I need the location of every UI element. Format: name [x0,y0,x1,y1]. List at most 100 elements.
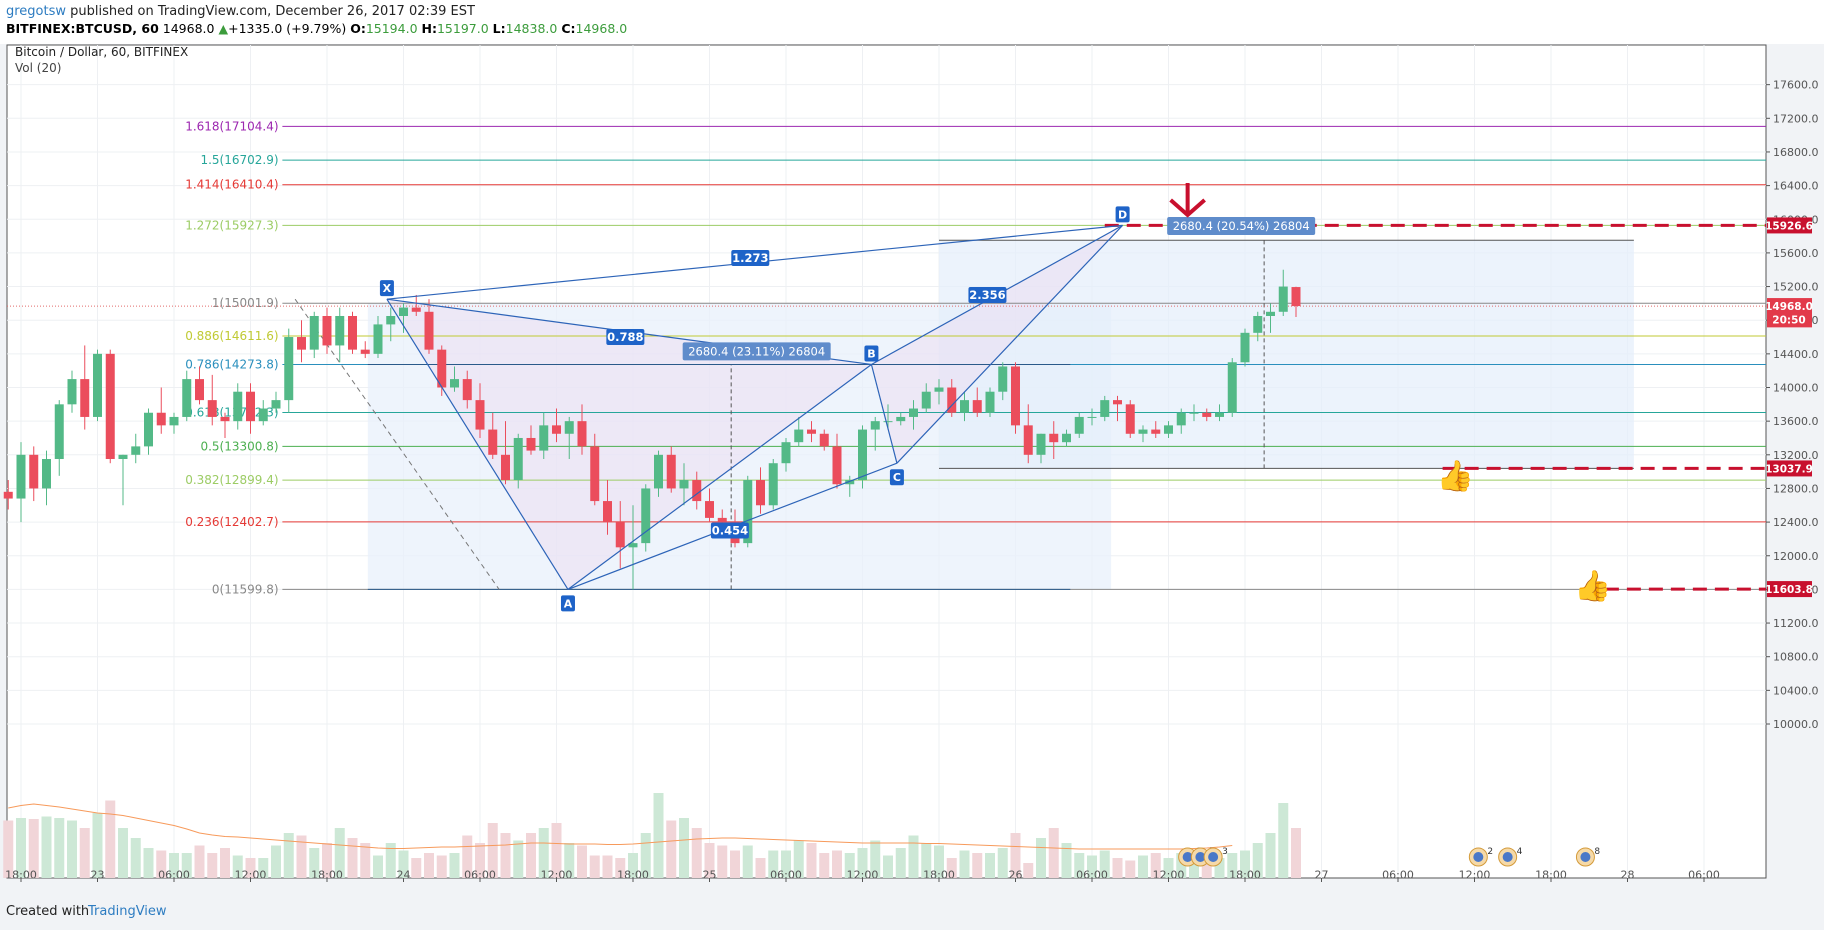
measurement-badge[interactable] [682,342,831,361]
pattern-point-label: A [564,597,573,610]
x-tick-label: 06:00 [1382,869,1414,882]
candle-body [29,454,39,489]
candle-body [182,379,192,417]
candle-body [1074,416,1084,434]
pattern-point-a[interactable] [560,595,575,612]
volume-bar [1265,833,1276,878]
volume-bar [194,845,205,878]
candle-body [475,400,485,430]
volume-bar [513,840,524,878]
candle-body [1215,412,1224,417]
candle-body [552,425,561,434]
candle-body [437,349,447,388]
pattern-ratio-badge[interactable] [731,249,770,266]
candle-body [539,425,549,451]
candle-body [501,454,510,481]
volume-bar [1010,833,1021,878]
candle-body [705,501,714,518]
x-tick-label: 12:00 [235,869,267,882]
volume-bar [1189,860,1199,878]
pattern-leg-XA [386,298,569,590]
low-label: L: [492,21,506,36]
high-label: H: [421,21,437,36]
volume-bar [921,843,932,878]
x-tick-label: 12:00 [1459,869,1491,882]
volume-bar [730,850,740,878]
pattern-point-b[interactable] [864,345,879,362]
candle-body [93,353,102,417]
y-tick-label: 12800.0 [1773,482,1819,495]
volume-bar [1048,828,1059,878]
measurement-badge[interactable] [1167,216,1316,235]
volume-bar [679,818,689,878]
fib-level-label: 0.236(12402.7) [185,515,278,529]
y-tick-label: 15200.0 [1773,281,1819,294]
legend-title: Bitcoin / Dollar, 60, BITFINEX [15,45,188,59]
price-tag [1767,311,1812,328]
candle-body [399,307,408,316]
volume-bar [411,858,422,878]
volume-bar [538,828,549,878]
y-tick-label: 16800.0 [1773,146,1819,159]
candle-body [1291,287,1301,307]
volume-bar [934,845,944,878]
pattern-ratio-badge[interactable] [606,329,645,346]
volume-bar [309,848,320,878]
candle-body [233,391,243,422]
volume-bar [653,793,664,878]
candle-body [615,522,625,548]
price-chart[interactable]: 1.618(17104.4) 1.5(16702.9) 1.414(16410.4)… [0,42,1824,882]
volume-bar [130,838,141,878]
volume-bar [54,818,65,878]
pattern-point-c[interactable] [889,469,904,486]
candle-body [42,459,51,489]
volume-bar [1150,853,1161,878]
candle-body [322,315,332,346]
open-value: 15194.0 [365,21,418,36]
fib-level-label: 1.618(17104.4) [185,119,278,133]
symbol-label: BITFINEX:BTCUSD, 60 [6,21,159,36]
pattern-ratio-badge[interactable] [968,286,1007,303]
candle-body [909,408,918,417]
event-count: 3 [1222,847,1228,857]
candle-body [692,480,702,502]
candle-body [246,391,255,422]
volume-bar [640,833,651,878]
candle-body [54,404,64,460]
x-tick-label: 06:00 [464,869,496,882]
tradingview-logo[interactable]: TradingView [88,904,167,919]
close-value: 14968.0 [575,21,628,36]
candle-body [1266,311,1275,316]
candle-body [195,379,204,401]
price-tag [1767,581,1812,598]
volume-bar [526,833,536,878]
price-tag-label: 15926.6 [1765,220,1813,232]
volume-bar [1023,863,1034,878]
candle-body [156,412,166,426]
volume-bar [1074,853,1085,878]
candle-body [972,400,982,413]
pattern-point-x[interactable] [379,280,394,297]
x-tick-label: 27 [1315,869,1329,882]
y-tick-label: 14400.0 [1773,348,1819,361]
volume-bar [628,853,638,878]
candle-body [118,454,128,460]
candle-body [131,446,141,455]
chart-area[interactable]: 1.618(17104.4) 1.5(16702.9) 1.414(16410.4)… [0,42,1824,882]
volume-bar [1125,860,1136,878]
candle-body [1125,404,1135,434]
pattern-point-d[interactable] [1115,206,1130,223]
candle-body [921,391,931,409]
x-tick-label: 06:00 [158,869,190,882]
candle-body [1278,286,1288,312]
y-tick-label: 12000.0 [1773,550,1819,563]
volume-bar [41,816,52,878]
volume-bar [169,853,179,878]
candle-body [526,437,536,451]
created-with-label: Created with [6,904,90,919]
volume-bar [844,853,855,878]
pattern-ratio-badge[interactable] [710,522,749,539]
candle-body [297,337,306,350]
volume-bar [487,823,498,878]
author-link[interactable]: gregotsw [6,4,67,19]
